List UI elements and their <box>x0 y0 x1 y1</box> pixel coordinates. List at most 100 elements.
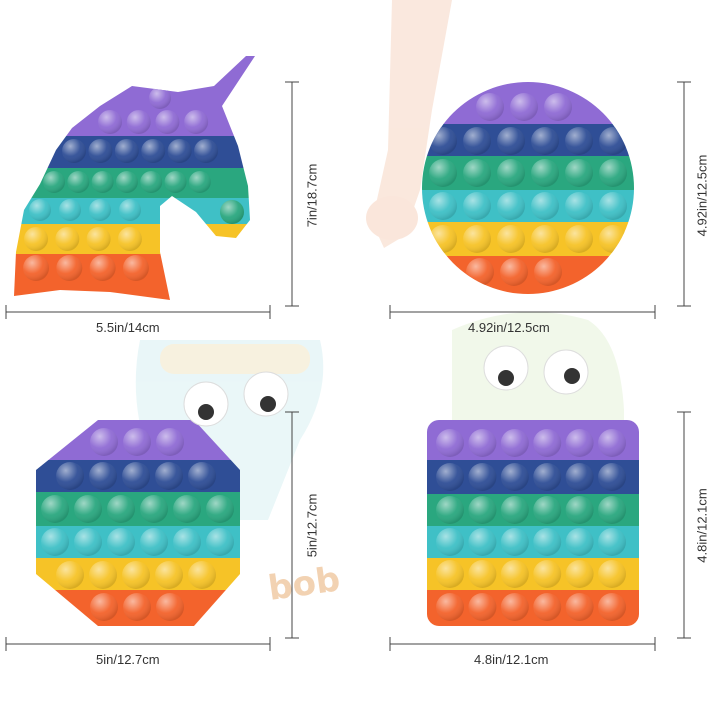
bubble-highlight <box>89 255 116 281</box>
bubble-highlight <box>62 139 86 163</box>
bubble-highlight <box>74 528 102 556</box>
bubble-highlight <box>55 227 80 251</box>
circle-height-label: 4.92in/12.5cm <box>694 154 710 237</box>
bubble-highlight <box>90 593 118 621</box>
bubble-highlight <box>429 127 457 155</box>
bubble-highlight <box>155 110 180 134</box>
unicorn-height-label: 7in/18.7cm <box>304 163 320 228</box>
bubble-highlight <box>565 463 594 491</box>
bubble-highlight <box>565 593 594 621</box>
bubble-highlight <box>497 127 525 155</box>
octagon-width-label: 5in/12.7cm <box>96 652 160 667</box>
bubble-highlight <box>510 93 538 121</box>
bubble-highlight <box>115 171 138 193</box>
square-toy <box>427 420 639 626</box>
bubble-highlight <box>598 528 626 556</box>
bubble-highlight <box>468 560 497 588</box>
bubble-highlight <box>468 528 497 556</box>
bubble-highlight <box>122 255 149 281</box>
bubble-highlight <box>565 496 594 524</box>
bubble-highlight <box>167 139 192 163</box>
bubble-highlight <box>565 429 594 457</box>
bubble-highlight <box>41 528 69 556</box>
bubble-highlight <box>534 258 562 286</box>
bubble-highlight <box>86 227 111 251</box>
background-ghost-right <box>452 312 624 430</box>
bubble-highlight <box>463 127 491 155</box>
bubble-highlight <box>155 561 183 589</box>
bubble-highlight <box>533 593 562 621</box>
bubble-highlight <box>89 561 117 589</box>
bubble-highlight <box>429 192 457 220</box>
bubble-highlight <box>599 225 627 253</box>
circle-toy <box>422 82 634 294</box>
bubble-highlight <box>500 258 528 286</box>
bubble-highlight <box>533 429 562 457</box>
bubble-highlight <box>497 225 525 253</box>
bubble-highlight <box>88 139 113 163</box>
bubble-highlight <box>500 528 529 556</box>
bubble-highlight <box>184 110 209 134</box>
bubble-highlight <box>598 593 626 621</box>
bubble-highlight <box>436 560 464 588</box>
bubble-highlight <box>56 255 83 281</box>
bubble-highlight <box>565 528 594 556</box>
bubble-highlight <box>119 199 141 221</box>
bubble-highlight <box>140 528 168 556</box>
bubble-highlight <box>468 463 497 491</box>
bubble-highlight <box>429 225 457 253</box>
bubble-highlight <box>533 560 562 588</box>
bubble-highlight <box>117 227 142 251</box>
bubble-highlight <box>188 462 216 490</box>
bubble-highlight <box>107 495 135 523</box>
bubble-highlight <box>107 528 135 556</box>
bubble-highlight <box>91 171 114 193</box>
bubble-highlight <box>497 192 525 220</box>
bubble-highlight <box>156 593 184 621</box>
bubble-highlight <box>24 227 48 251</box>
bubble-highlight <box>565 192 593 220</box>
bubble-highlight <box>140 171 163 193</box>
bubble-highlight <box>468 429 497 457</box>
unicorn-width-label: 5.5in/14cm <box>96 320 160 335</box>
octagon-height-label: 5in/12.7cm <box>304 493 320 558</box>
bubble-highlight <box>436 463 464 491</box>
bubble-highlight <box>23 255 49 281</box>
bubble-highlight <box>56 561 84 589</box>
bubble-highlight <box>565 127 593 155</box>
octagon-toy <box>36 420 240 626</box>
unicorn-toy <box>14 56 255 300</box>
bubble-highlight <box>436 496 464 524</box>
bubble-highlight <box>500 463 529 491</box>
bubble-highlight <box>565 560 594 588</box>
bubble-highlight <box>194 139 218 163</box>
bubble-highlight <box>126 110 151 134</box>
bubble-highlight <box>149 87 171 109</box>
background-hand-shape <box>366 0 452 248</box>
bubble-highlight <box>468 593 497 621</box>
bubble-highlight <box>74 495 102 523</box>
bubble-highlight <box>463 225 491 253</box>
bubble-highlight <box>533 528 562 556</box>
bubble-highlight <box>173 528 201 556</box>
bubble-highlight <box>67 171 90 193</box>
bubble-highlight <box>598 429 626 457</box>
bubble-highlight <box>466 258 494 286</box>
bubble-highlight <box>140 495 168 523</box>
bubble-highlight <box>114 139 139 163</box>
bubble-highlight <box>533 496 562 524</box>
bubble-highlight <box>429 159 457 187</box>
bubble-highlight <box>500 429 529 457</box>
bubble-highlight <box>123 593 151 621</box>
bubble-highlight <box>599 192 627 220</box>
bubble-highlight <box>164 171 187 193</box>
bubble-highlight <box>599 127 627 155</box>
watermark-text: bob <box>266 559 343 609</box>
bubble-highlight <box>468 496 497 524</box>
bubble-highlight <box>436 528 464 556</box>
bubble-highlight <box>123 428 151 456</box>
bubble-highlight <box>122 462 150 490</box>
bubble-highlight <box>155 462 183 490</box>
bubble-highlight <box>497 159 525 187</box>
